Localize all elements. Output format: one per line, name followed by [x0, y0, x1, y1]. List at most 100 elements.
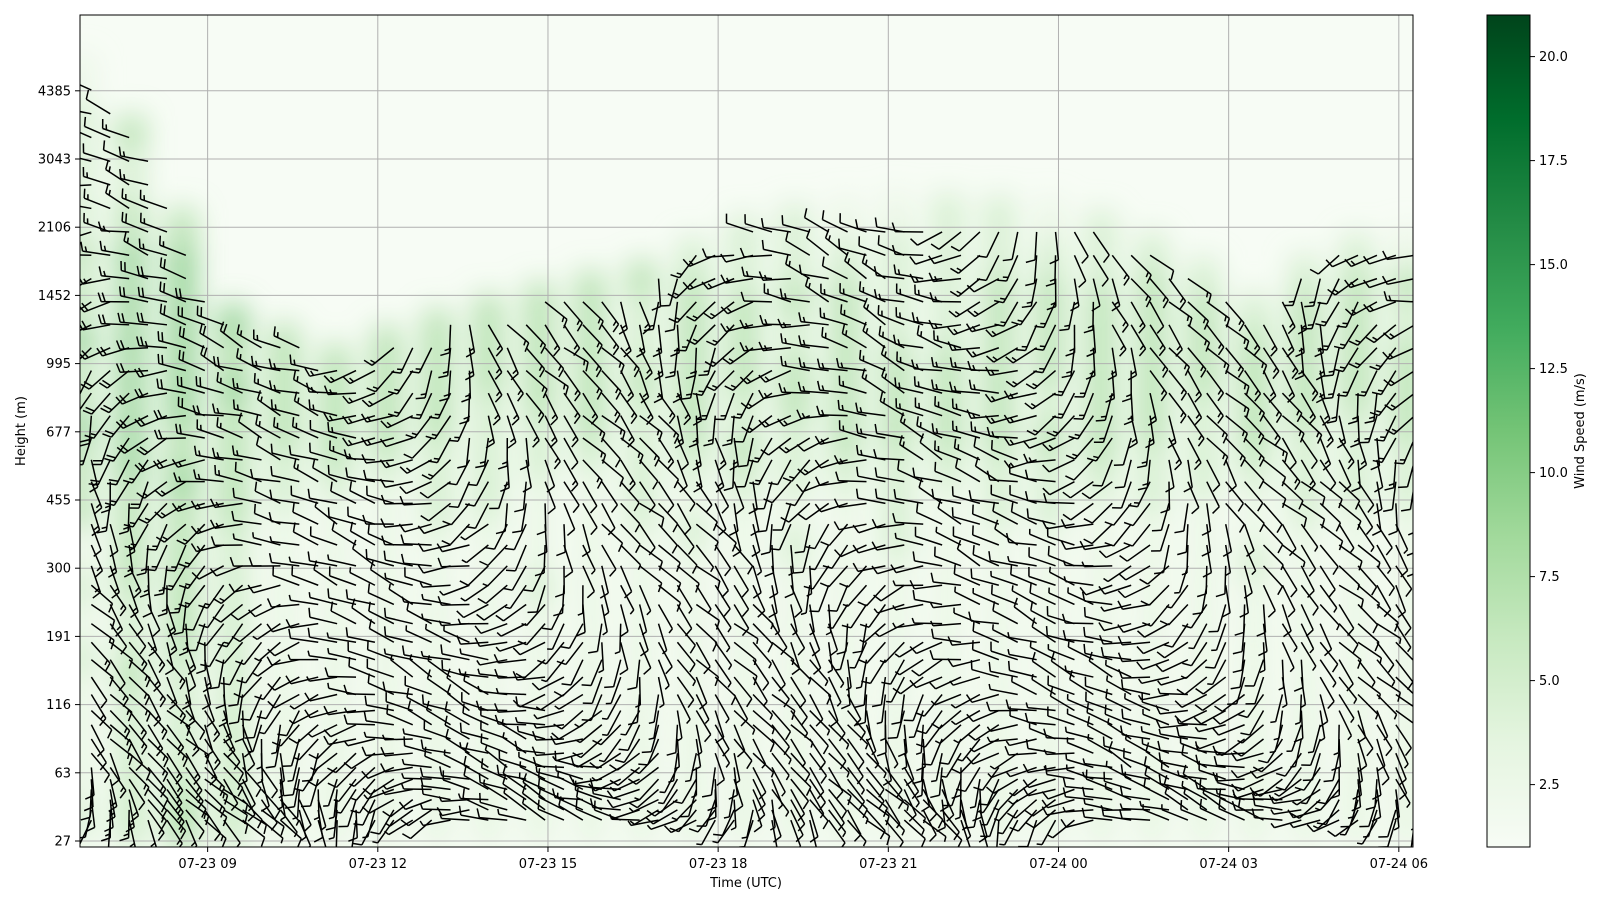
colorbar [1487, 15, 1530, 847]
speed-cell [679, 379, 707, 415]
speed-cell [985, 273, 1013, 309]
speed-cell [117, 364, 145, 400]
speed-cell [117, 116, 145, 152]
speed-cell [474, 485, 502, 521]
speed-cell [117, 655, 145, 691]
speed-cell [781, 243, 809, 279]
speed-cell [883, 344, 911, 380]
colorbar-tick-label: 12.5 [1539, 362, 1568, 377]
wind-barb [1415, 711, 1432, 738]
colorbar-label: Wind Speed (m/s) [1573, 373, 1588, 489]
colorbar-tick-label: 5.0 [1539, 674, 1560, 689]
speed-cell [474, 391, 502, 427]
y-tick-label: 300 [46, 562, 71, 577]
wind-barb [1415, 585, 1431, 612]
speed-cell [1189, 428, 1217, 464]
wind-barb [1415, 566, 1423, 596]
speed-cell [1036, 349, 1064, 385]
speed-cell [525, 316, 553, 352]
speed-cell [168, 462, 196, 498]
speed-cell [1036, 491, 1064, 527]
y-tick-label: 63 [54, 766, 71, 781]
y-tick-label: 116 [46, 698, 71, 713]
speed-cell [1240, 390, 1268, 426]
x-tick-label: 07-24 00 [1029, 857, 1087, 872]
speed-cell [1138, 443, 1166, 479]
speed-cell [628, 261, 656, 297]
speed-cell [1036, 200, 1064, 236]
speed-cell [1036, 558, 1064, 594]
speed-cell [474, 327, 502, 363]
colorbar-tick-label: 17.5 [1539, 154, 1568, 169]
speed-cell [985, 310, 1013, 346]
wind-barb [1415, 789, 1425, 821]
speed-cell [883, 586, 911, 622]
wind-barb [1415, 767, 1429, 795]
speed-cell [1138, 340, 1166, 376]
speed-cell [883, 232, 911, 268]
speed-cell [1189, 524, 1217, 560]
speed-cell [1036, 238, 1064, 274]
speed-cell [730, 533, 758, 569]
speed-cell [934, 195, 962, 231]
speed-cell [985, 197, 1013, 233]
speed-cell [832, 199, 860, 235]
speed-cell [679, 512, 707, 548]
y-tick-label: 455 [46, 494, 71, 509]
speed-cell [1342, 271, 1370, 307]
speed-cell [219, 400, 247, 436]
speed-cell [628, 462, 656, 498]
wind-barb [1415, 624, 1428, 656]
speed-cell [883, 194, 911, 230]
y-tick-label: 27 [54, 835, 71, 850]
speed-cell [117, 242, 145, 278]
wind-barb [1415, 739, 1431, 766]
y-tick-label: 1452 [38, 289, 71, 304]
x-tick-label: 07-24 03 [1199, 857, 1257, 872]
speed-cell [1087, 498, 1115, 534]
speed-cell [117, 624, 145, 660]
speed-cell [1393, 441, 1421, 477]
wind-barb [1415, 725, 1437, 751]
speed-cell [1393, 372, 1421, 408]
x-tick-label: 07-23 12 [349, 857, 407, 872]
colorbar-tick-label: 10.0 [1539, 466, 1568, 481]
wind-barb [1415, 677, 1431, 707]
x-axis-label: Time (UTC) [709, 876, 782, 891]
colorbar-tick-label: 2.5 [1539, 778, 1560, 793]
speed-cell [1291, 256, 1319, 292]
wind-barb [1415, 753, 1434, 779]
wind-barb [1415, 642, 1435, 666]
speed-cell [1393, 229, 1421, 265]
x-tick-label: 07-24 06 [1370, 857, 1428, 872]
y-tick-label: 191 [46, 630, 71, 645]
speed-cell [1189, 493, 1217, 529]
speed-cell [168, 209, 196, 245]
speed-cell [679, 480, 707, 516]
speed-cell [1240, 484, 1268, 520]
speed-cell [577, 305, 605, 341]
speed-cell [1138, 269, 1166, 305]
speed-cell [934, 522, 962, 558]
speed-cell [985, 384, 1013, 420]
y-tick-label: 995 [46, 357, 71, 372]
speed-cell [1087, 322, 1115, 358]
y-tick-label: 3043 [38, 153, 71, 168]
speed-cell [832, 275, 860, 311]
colorbar-ticks: 2.55.07.510.012.515.017.520.0 [1530, 50, 1568, 793]
speed-cell [577, 271, 605, 307]
speed-cell [1393, 265, 1421, 301]
speed-cell [883, 488, 911, 524]
speed-cell [1189, 293, 1217, 329]
speed-cell [1393, 407, 1421, 443]
speed-cell [525, 283, 553, 319]
x-tick-label: 07-23 18 [689, 857, 747, 872]
y-tick-label: 4385 [38, 84, 71, 99]
wind-barb [1415, 694, 1436, 717]
speed-cell [679, 238, 707, 274]
speed-cell [423, 309, 451, 345]
speed-cell [577, 500, 605, 536]
speed-cell [832, 237, 860, 273]
wind-barb [1415, 604, 1423, 636]
